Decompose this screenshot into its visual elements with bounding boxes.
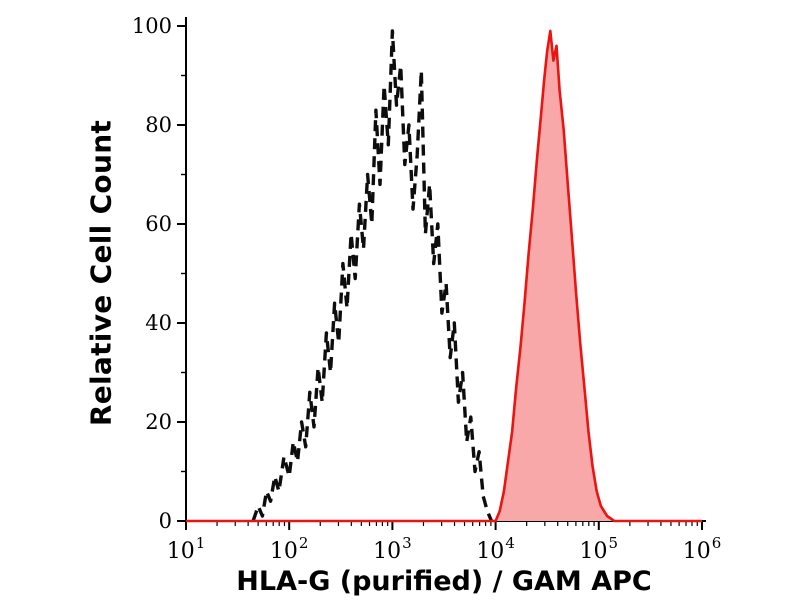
svg-text:106: 106: [683, 534, 722, 564]
svg-text:100: 100: [132, 14, 172, 38]
svg-text:0: 0: [159, 509, 172, 533]
svg-text:104: 104: [476, 534, 515, 564]
svg-text:102: 102: [270, 534, 309, 564]
x-axis-title: HLA-G (purified) / GAM APC: [236, 566, 652, 597]
svg-text:105: 105: [580, 534, 619, 564]
svg-text:101: 101: [167, 534, 206, 564]
svg-text:20: 20: [145, 410, 172, 434]
y-axis-title: Relative Cell Count: [84, 119, 118, 427]
svg-text:40: 40: [145, 311, 172, 335]
svg-text:80: 80: [145, 113, 172, 137]
svg-text:103: 103: [373, 534, 412, 564]
svg-text:60: 60: [145, 212, 172, 236]
